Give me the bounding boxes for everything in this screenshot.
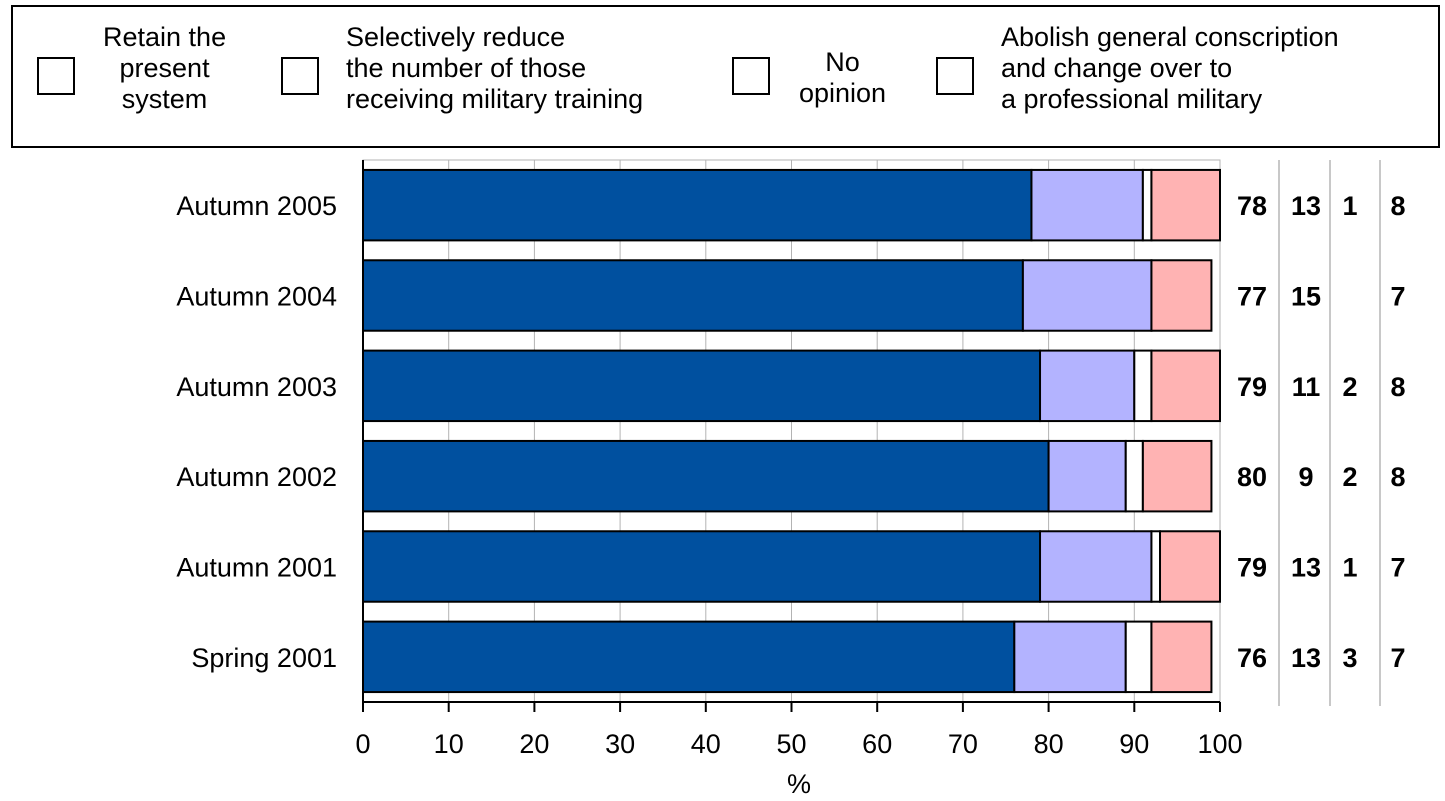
value-label: 79 [1237,553,1267,583]
value-label: 8 [1390,372,1405,402]
bar-segment [1133,349,1153,423]
category-label: Autumn 2003 [176,372,337,402]
value-label: 80 [1237,462,1267,492]
value-label: 76 [1237,643,1267,673]
bar-segment [362,620,1016,694]
legend-label-no-opinion: No opinion [799,47,887,108]
value-label: 3 [1342,643,1357,673]
bar-segment [1047,439,1127,513]
x-tick-label: 100 [1197,729,1242,759]
x-tick-label: 10 [434,729,464,759]
x-tick-label: 20 [519,729,549,759]
value-label: 1 [1342,191,1357,221]
legend-label-reduce: Selectively reduce the number of those r… [346,22,644,114]
bar-segment [1150,168,1221,242]
bar-segment [1124,620,1153,694]
x-tick-label: 50 [776,729,806,759]
value-label: 11 [1292,372,1321,402]
category-label: Autumn 2005 [176,191,337,221]
value-label: 9 [1298,462,1313,492]
category-label: Autumn 2002 [176,462,337,492]
value-label: 8 [1390,462,1405,492]
value-labels: 78 13 1 877 15 779 11 2 880 9 2 879 13 1 776 13 3 7 [1237,160,1406,706]
value-label: 2 [1342,372,1357,402]
bar-segment [1150,620,1213,694]
x-tick-label: 90 [1119,729,1149,759]
category-label: Spring 2001 [191,643,337,673]
bar-segment [362,349,1042,423]
value-label: 7 [1390,643,1405,673]
value-label: 7 [1390,553,1405,583]
value-label: 15 [1291,282,1321,312]
bar-segment [362,259,1024,332]
legend-swatch-retain [37,57,75,95]
legend: Retain the present system Selectively re… [11,5,1440,148]
bar-segment [1021,259,1153,332]
x-tick-label: 40 [691,729,721,759]
bar-segment [1150,349,1221,423]
bar-segment [1039,530,1153,603]
bar-segment [1013,620,1127,694]
value-label: 2 [1342,462,1357,492]
category-labels: Autumn 2005 Autumn 2004 Autumn 2003 Autumn … [176,191,337,673]
bar-segment [1124,439,1144,513]
bar-segment [1030,168,1144,242]
x-axis-label: % [787,769,811,799]
legend-label-abolish: Abolish general conscription and change … [1001,22,1339,114]
value-label: 78 [1237,191,1267,221]
bar-segment [362,439,1050,513]
legend-swatch-abolish [936,57,974,95]
value-label: 79 [1237,372,1267,402]
x-tick-label: 0 [355,729,370,759]
bar-segment [1150,259,1213,332]
value-label: 77 [1237,282,1267,312]
bar-segment [1039,349,1136,423]
bar-segment [362,168,1033,242]
legend-label-retain: Retain the present system [103,22,227,114]
value-label: 1 [1342,553,1357,583]
value-label: 13 [1291,643,1321,673]
legend-swatch-no-opinion [732,57,770,95]
category-label: Autumn 2004 [176,282,337,312]
category-label: Autumn 2001 [176,553,337,583]
bar-segment [362,530,1042,603]
x-tick-label: 60 [862,729,892,759]
value-label: 7 [1390,282,1405,312]
bar-segment [1141,439,1213,513]
bar-segment [1159,530,1222,603]
legend-swatch-reduce [281,57,319,95]
x-tick-label: 80 [1034,729,1064,759]
bar-segment [1141,168,1153,242]
x-tick-label: 70 [948,729,978,759]
value-label: 13 [1291,191,1321,221]
x-axis: 0 10 20 30 40 50 60 70 80 90 100 [355,160,1243,759]
value-label: 8 [1390,191,1405,221]
value-label: 13 [1291,553,1321,583]
x-tick-label: 30 [605,729,635,759]
bar-segment [1150,530,1162,603]
